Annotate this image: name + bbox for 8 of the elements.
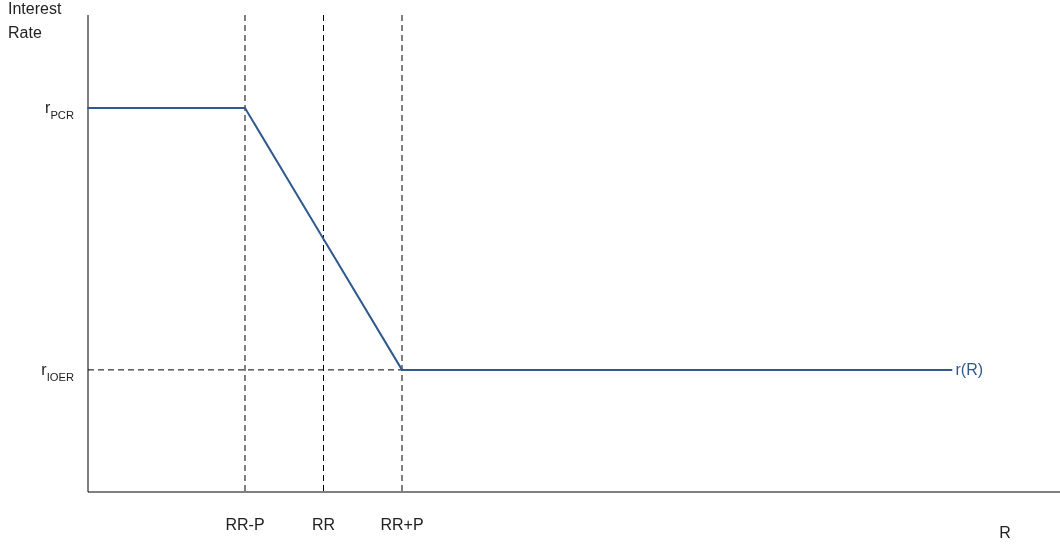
x-tick-label: RR <box>311 516 336 533</box>
y-axis-title: Interest Rate <box>8 0 62 41</box>
series-label: r(R) <box>955 360 984 378</box>
x-axis-title: R <box>999 524 1011 541</box>
x-tick-label: RR-P <box>225 516 265 533</box>
x-tick-label: RR+P <box>380 516 424 533</box>
text: r$_{PCR}$ <box>45 99 74 121</box>
ref-line-label: r$_{IOER}$ <box>41 360 74 383</box>
